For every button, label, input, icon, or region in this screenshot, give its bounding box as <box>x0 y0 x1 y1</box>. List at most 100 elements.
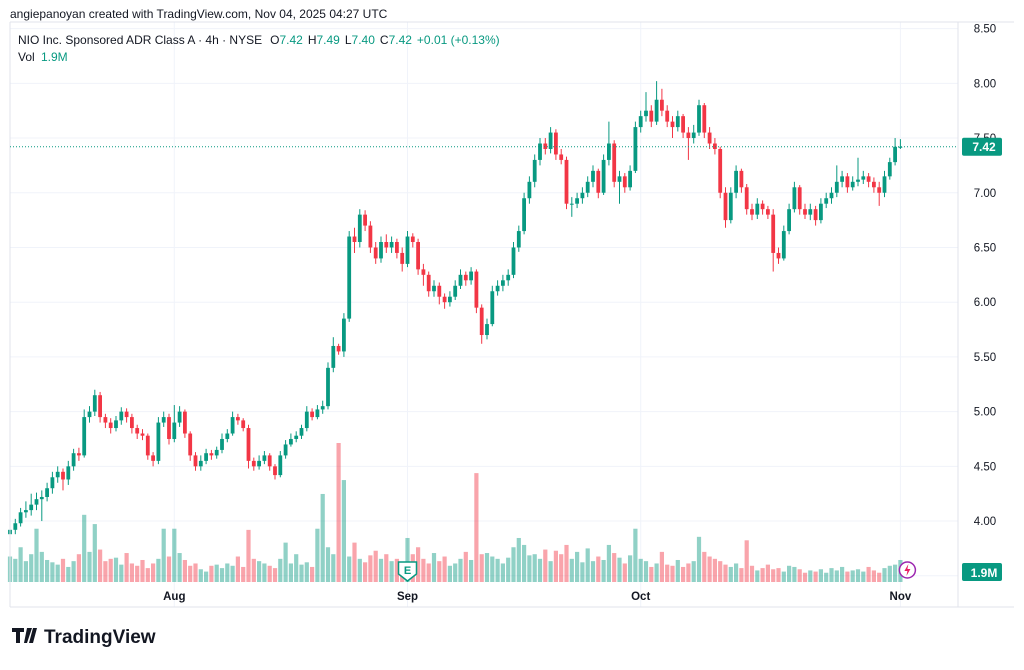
candle-body <box>866 176 871 182</box>
candle-body <box>151 455 155 461</box>
candle-body <box>347 236 352 319</box>
volume-bar <box>447 565 452 582</box>
legend-value: 7.42 <box>389 33 413 47</box>
candle-body <box>787 209 791 232</box>
candle-body <box>363 214 367 226</box>
candle-body <box>644 110 648 117</box>
volume-bar <box>363 562 368 582</box>
volume-bar <box>638 558 643 582</box>
candle-body <box>236 417 240 421</box>
candle-body <box>792 187 797 210</box>
candle-body <box>39 496 44 500</box>
volume-bar <box>29 554 34 582</box>
volume-bar <box>463 551 468 582</box>
last-price-box <box>962 137 1002 156</box>
y-tick-label: 4.50 <box>974 461 996 473</box>
candle-body <box>490 291 495 325</box>
volume-bar <box>818 569 823 582</box>
candle-body <box>532 159 537 182</box>
candle-body <box>617 176 622 182</box>
candle-body <box>114 420 118 429</box>
volume-bar <box>310 566 315 582</box>
volume-bar <box>39 551 44 582</box>
volume-bar <box>262 563 267 582</box>
volume-bar <box>50 562 55 582</box>
x-tick-label: Sep <box>397 591 418 603</box>
volume-bar <box>776 568 781 582</box>
volume-bar <box>824 572 829 582</box>
volume-bar <box>283 542 288 582</box>
candle-body <box>564 159 569 204</box>
volume-bar <box>686 563 691 582</box>
candle-body <box>877 187 882 193</box>
candle-body <box>670 121 675 128</box>
candle-body <box>554 132 558 155</box>
brand: TradingView <box>44 627 156 648</box>
candle-body <box>315 409 320 418</box>
x-tick-label: Nov <box>890 591 912 603</box>
volume-bar <box>771 569 776 582</box>
volume-bar <box>707 556 712 582</box>
volume-bar <box>834 570 839 582</box>
candle-body <box>824 198 829 204</box>
candle-body <box>718 148 723 193</box>
volume-bar <box>13 558 18 582</box>
last-price-label: 7.42 <box>972 140 996 154</box>
candle-body <box>273 466 277 476</box>
candle-body <box>395 242 399 253</box>
volume-bar <box>437 561 442 582</box>
candle-body <box>453 285 458 297</box>
candle-body <box>289 438 293 445</box>
candle-body <box>426 274 431 292</box>
candle-body <box>469 271 473 281</box>
candle-body <box>601 159 606 193</box>
volume-bar <box>564 544 569 582</box>
y-tick-label: 7.00 <box>974 188 996 200</box>
candle-body <box>421 269 426 275</box>
candle-body <box>24 510 28 513</box>
candle-body <box>66 466 71 480</box>
candle-body <box>728 192 733 221</box>
axes: 8.508.007.507.006.506.005.505.004.504.00… <box>10 24 1002 603</box>
legend-value: 7.40 <box>352 33 376 47</box>
candle-body <box>400 252 405 264</box>
candle-body <box>55 471 60 478</box>
ohlc-legend: O 7.42 H 7.49 L 7.40 C 7.42 +0.01 (+0.13%) <box>270 33 500 47</box>
candle-body <box>352 236 357 242</box>
volume-bar <box>373 550 378 582</box>
candle-body <box>501 280 505 286</box>
candle-body <box>278 455 283 476</box>
volume-bar <box>368 555 373 582</box>
candle-body <box>548 132 553 149</box>
volume-bar <box>431 553 437 582</box>
volume-bar <box>204 571 209 582</box>
y-tick-label: 5.50 <box>974 352 996 364</box>
volume-bar <box>734 563 739 582</box>
volume-legend-value: 1.9M <box>41 50 68 64</box>
volume-bar <box>209 565 214 582</box>
volume-bar <box>135 565 140 582</box>
candle-body <box>654 99 659 122</box>
candle-body <box>458 274 463 286</box>
volume-bar <box>288 563 293 582</box>
candle-body <box>18 512 23 524</box>
symbol-title: NIO Inc. Sponsored ADR Class A · 4h · NY… <box>18 33 262 47</box>
volume-bar <box>23 561 28 582</box>
candle-body <box>310 411 314 418</box>
volume-bar <box>145 568 150 582</box>
candle-body <box>230 417 235 434</box>
volume-bar <box>633 528 638 582</box>
volume-bar <box>352 542 357 582</box>
candle-body <box>304 411 309 429</box>
volume-bar <box>66 566 71 582</box>
volume-bar <box>654 563 659 582</box>
candle-body <box>50 477 55 489</box>
volume-bar <box>787 565 792 582</box>
volume-bar <box>304 562 309 582</box>
candle-body <box>135 428 140 434</box>
y-tick-label: 8.00 <box>974 78 996 90</box>
volume-bar <box>479 554 484 582</box>
candle-body <box>675 116 680 128</box>
volume-bar <box>596 556 601 582</box>
